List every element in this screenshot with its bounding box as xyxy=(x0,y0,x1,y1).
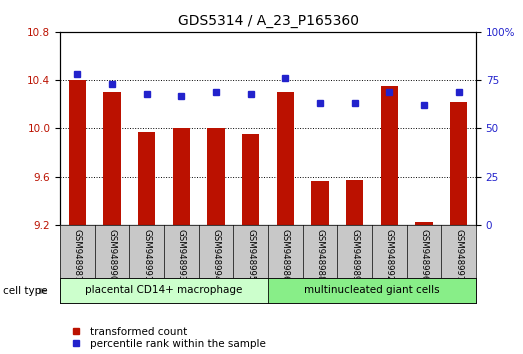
Text: placental CD14+ macrophage: placental CD14+ macrophage xyxy=(85,285,243,295)
Bar xyxy=(138,132,155,225)
Text: GSM948991: GSM948991 xyxy=(142,229,151,281)
Text: GSM948987: GSM948987 xyxy=(73,229,82,281)
Legend: transformed count, percentile rank within the sample: transformed count, percentile rank withi… xyxy=(65,327,266,349)
Text: multinucleated giant cells: multinucleated giant cells xyxy=(304,285,440,295)
Text: GSM948994: GSM948994 xyxy=(212,229,221,281)
Bar xyxy=(415,222,433,225)
Bar xyxy=(381,86,398,225)
Text: GSM948990: GSM948990 xyxy=(108,229,117,281)
Bar xyxy=(346,180,363,225)
Text: cell type: cell type xyxy=(3,286,47,296)
Text: GSM948986: GSM948986 xyxy=(281,229,290,281)
Bar xyxy=(104,92,121,225)
Title: GDS5314 / A_23_P165360: GDS5314 / A_23_P165360 xyxy=(177,14,359,28)
Bar xyxy=(268,278,476,303)
Polygon shape xyxy=(40,289,47,293)
Bar xyxy=(450,102,467,225)
Bar xyxy=(173,128,190,225)
Bar xyxy=(60,278,268,303)
Bar xyxy=(242,135,259,225)
Bar xyxy=(311,181,328,225)
Bar xyxy=(208,128,225,225)
Text: GSM948992: GSM948992 xyxy=(385,229,394,281)
Text: GSM948993: GSM948993 xyxy=(177,229,186,281)
Text: GSM948995: GSM948995 xyxy=(246,229,255,281)
Text: GSM948996: GSM948996 xyxy=(419,229,428,281)
Bar xyxy=(69,80,86,225)
Bar xyxy=(277,92,294,225)
Text: GSM948997: GSM948997 xyxy=(454,229,463,281)
Text: GSM948988: GSM948988 xyxy=(315,229,324,281)
Text: GSM948989: GSM948989 xyxy=(350,229,359,281)
